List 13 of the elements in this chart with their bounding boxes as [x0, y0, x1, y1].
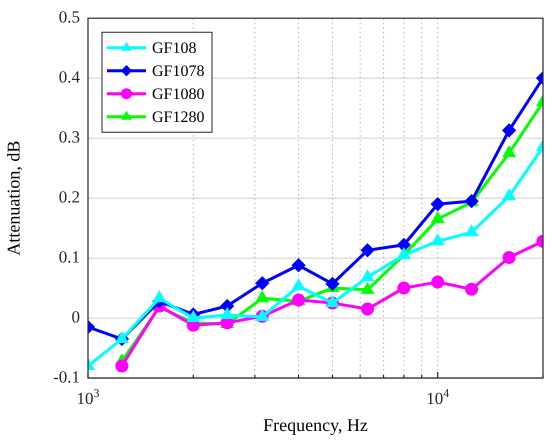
legend-label: GF1078 [152, 62, 204, 80]
y-axis-title: Attenuation, dB [4, 140, 24, 256]
y-tick-label: 0.2 [58, 188, 80, 207]
y-tick-label: 0.1 [58, 248, 80, 267]
x-axis-title: Frequency, Hz [263, 414, 368, 435]
y-tick-label: 0.4 [58, 68, 80, 87]
y-tick-label: 0 [72, 308, 80, 326]
y-tick-label: 0.5 [58, 8, 80, 27]
y-tick-label: 0.3 [58, 128, 80, 147]
legend-label: GF108 [152, 40, 196, 57]
y-tick-label: -0.1 [53, 367, 80, 386]
legend-label: GF1080 [152, 86, 204, 103]
legend-label: GF1280 [152, 108, 204, 126]
